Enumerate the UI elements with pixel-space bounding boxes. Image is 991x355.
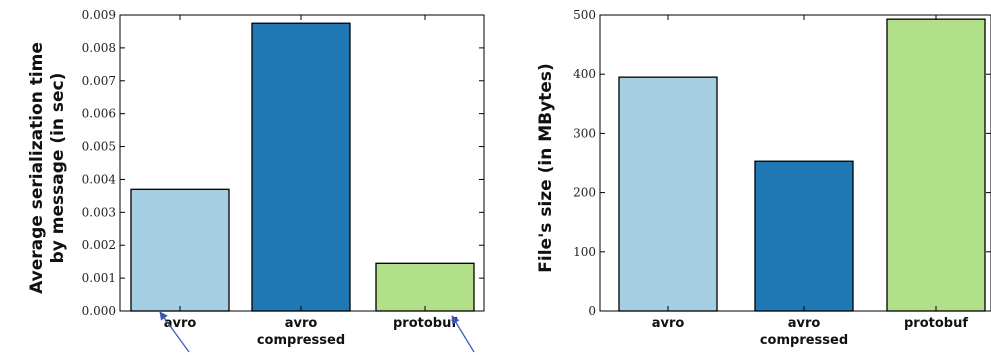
bar-1-0 (618, 76, 718, 312)
plot-frame-1 (599, 14, 991, 312)
x-tick-label-1-1: avro compressed (760, 316, 848, 348)
annotation-arrows (159, 311, 475, 353)
y-tick-label-0-9: 0.009 (82, 8, 116, 22)
bar-0-2 (375, 262, 475, 312)
bar-1-1 (754, 160, 854, 312)
plot-frame-0 (119, 14, 485, 312)
y-tick-label-0-8: 0.008 (82, 41, 116, 55)
bar-1-2 (886, 18, 986, 312)
y-tick-label-1-4: 400 (573, 67, 596, 81)
y-tick-label-0-7: 0.007 (82, 74, 116, 88)
y-tick-label-1-0: 0 (588, 304, 596, 318)
x-tick-label-0-1: avro compressed (257, 316, 345, 348)
y-tick-label-0-0: 0.000 (82, 304, 116, 318)
x-tick-label-1-0: avro (652, 316, 685, 331)
y-tick-label-0-5: 0.005 (82, 140, 116, 154)
file-size-chart: File's size (in MBytes) 0 100 200 300 400 500… (536, 8, 991, 348)
bar-0-1 (251, 22, 351, 312)
y-tick-label-0-1: 0.001 (82, 271, 116, 285)
x-tick-label-1-2: protobuf (904, 316, 968, 331)
y-tick-label-0-4: 0.004 (82, 172, 117, 186)
y-tick-label-1-2: 200 (573, 186, 596, 200)
y-tick-label-0-2: 0.002 (82, 238, 116, 252)
x-tick-label-0-0: avro (164, 316, 197, 331)
annotation-arrow-protobuf (451, 315, 475, 353)
y-tick-label-1-5: 500 (573, 8, 596, 22)
y-tick-label-1-1: 100 (573, 245, 596, 259)
y-axis-title: File's size (in MBytes) (536, 63, 556, 272)
annotation-arrow-avro (159, 311, 190, 353)
y-tick-label-0-3: 0.003 (82, 205, 116, 219)
y-tick-label-0-6: 0.006 (82, 107, 116, 121)
x-tick-label-0-2: protobuf (393, 316, 457, 331)
y-axis-title-line-1: Average serialization time (27, 42, 47, 294)
serialization-time-chart: Average serialization time by message (i… (27, 8, 485, 348)
y-axis-title-line-2: by message (in sec) (48, 73, 68, 264)
bar-0-0 (130, 188, 230, 312)
y-tick-label-1-3: 300 (573, 126, 596, 140)
